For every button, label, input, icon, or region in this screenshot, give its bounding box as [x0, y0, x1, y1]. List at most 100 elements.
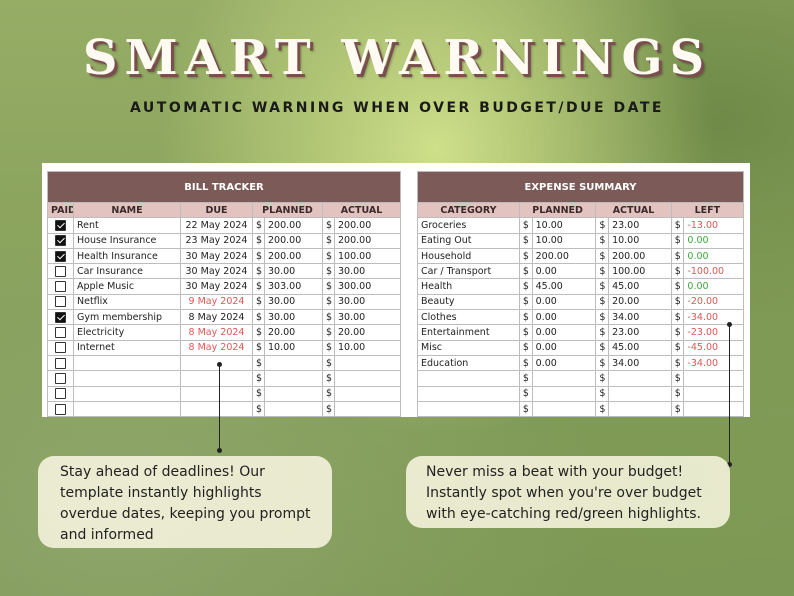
planned-cell[interactable]: 0.00 [531, 293, 597, 311]
planned-cell[interactable]: 30.00 [264, 263, 323, 280]
bill-name-cell[interactable] [73, 400, 181, 418]
actual-cell[interactable]: 100.00 [608, 263, 672, 280]
paid-checkbox[interactable] [55, 388, 66, 400]
paid-checkbox[interactable] [55, 357, 66, 369]
actual-cell[interactable] [333, 400, 402, 418]
actual-cell[interactable]: 20.00 [333, 324, 402, 341]
paid-cell[interactable] [47, 385, 74, 402]
bill-name-cell[interactable] [73, 385, 181, 402]
actual-cell[interactable] [333, 354, 402, 372]
planned-cell[interactable] [531, 385, 597, 402]
category-cell[interactable] [417, 385, 520, 402]
actual-cell[interactable]: 300.00 [333, 278, 402, 295]
actual-cell[interactable] [608, 385, 672, 402]
planned-cell[interactable]: 30.00 [264, 293, 323, 311]
actual-cell[interactable] [608, 370, 672, 387]
paid-checkbox[interactable] [55, 327, 66, 339]
due-date-cell[interactable] [180, 370, 253, 387]
category-cell[interactable]: Groceries [417, 217, 520, 234]
actual-cell[interactable]: 20.00 [608, 293, 672, 311]
bill-name-cell[interactable]: Internet [73, 339, 181, 356]
paid-checkbox[interactable] [55, 265, 66, 277]
planned-cell[interactable]: 0.00 [531, 263, 597, 280]
paid-cell[interactable] [47, 217, 74, 234]
paid-cell[interactable] [47, 370, 74, 387]
actual-cell[interactable]: 45.00 [608, 339, 672, 356]
planned-cell[interactable]: 0.00 [531, 354, 597, 372]
bill-name-cell[interactable]: Car Insurance [73, 263, 181, 280]
paid-cell[interactable] [47, 309, 74, 326]
actual-cell[interactable]: 200.00 [608, 247, 672, 265]
due-date-cell[interactable] [180, 385, 253, 402]
paid-checkbox[interactable] [55, 403, 66, 415]
actual-cell[interactable]: 30.00 [333, 293, 402, 311]
paid-checkbox[interactable] [55, 311, 66, 323]
bill-name-cell[interactable]: House Insurance [73, 232, 181, 249]
actual-cell[interactable] [333, 370, 402, 387]
paid-checkbox[interactable] [55, 372, 66, 384]
bill-name-cell[interactable] [73, 370, 181, 387]
paid-checkbox[interactable] [55, 219, 66, 231]
paid-checkbox[interactable] [55, 235, 66, 247]
actual-cell[interactable]: 45.00 [608, 278, 672, 295]
category-cell[interactable]: Car / Transport [417, 263, 520, 280]
planned-cell[interactable]: 10.00 [264, 339, 323, 356]
paid-checkbox[interactable] [55, 296, 66, 308]
planned-cell[interactable]: 0.00 [531, 324, 597, 341]
due-date-cell[interactable] [180, 400, 253, 418]
paid-cell[interactable] [47, 324, 74, 341]
actual-cell[interactable]: 23.00 [608, 324, 672, 341]
paid-checkbox[interactable] [55, 281, 66, 293]
category-cell[interactable]: Entertainment [417, 324, 520, 341]
planned-cell[interactable]: 0.00 [531, 309, 597, 326]
bill-name-cell[interactable]: Gym membership [73, 309, 181, 326]
paid-checkbox[interactable] [55, 342, 66, 354]
actual-cell[interactable]: 100.00 [333, 247, 402, 265]
paid-cell[interactable] [47, 232, 74, 249]
bill-name-cell[interactable]: Electricity [73, 324, 181, 341]
planned-cell[interactable] [264, 354, 323, 372]
paid-checkbox[interactable] [55, 250, 66, 262]
planned-cell[interactable] [264, 370, 323, 387]
due-date-cell[interactable]: 30 May 2024 [180, 278, 253, 295]
actual-cell[interactable]: 10.00 [608, 232, 672, 249]
category-cell[interactable]: Education [417, 354, 520, 372]
planned-cell[interactable]: 10.00 [531, 217, 597, 234]
paid-cell[interactable] [47, 339, 74, 356]
due-date-cell[interactable]: 8 May 2024 [180, 309, 253, 326]
actual-cell[interactable]: 34.00 [608, 309, 672, 326]
actual-cell[interactable] [333, 385, 402, 402]
planned-cell[interactable] [531, 370, 597, 387]
actual-cell[interactable]: 34.00 [608, 354, 672, 372]
category-cell[interactable]: Health [417, 278, 520, 295]
planned-cell[interactable] [531, 400, 597, 418]
actual-cell[interactable]: 23.00 [608, 217, 672, 234]
paid-cell[interactable] [47, 278, 74, 295]
bill-name-cell[interactable]: Apple Music [73, 278, 181, 295]
category-cell[interactable] [417, 370, 520, 387]
planned-cell[interactable]: 200.00 [264, 217, 323, 234]
category-cell[interactable]: Eating Out [417, 232, 520, 249]
due-date-cell[interactable]: 22 May 2024 [180, 217, 253, 234]
paid-cell[interactable] [47, 293, 74, 311]
paid-cell[interactable] [47, 400, 74, 418]
category-cell[interactable]: Clothes [417, 309, 520, 326]
actual-cell[interactable]: 10.00 [333, 339, 402, 356]
planned-cell[interactable]: 200.00 [531, 247, 597, 265]
due-date-cell[interactable]: 30 May 2024 [180, 263, 253, 280]
due-date-cell[interactable]: 30 May 2024 [180, 247, 253, 265]
planned-cell[interactable]: 45.00 [531, 278, 597, 295]
bill-name-cell[interactable]: Health Insurance [73, 247, 181, 265]
paid-cell[interactable] [47, 354, 74, 372]
category-cell[interactable]: Misc [417, 339, 520, 356]
planned-cell[interactable]: 30.00 [264, 309, 323, 326]
planned-cell[interactable]: 0.00 [531, 339, 597, 356]
category-cell[interactable]: Beauty [417, 293, 520, 311]
bill-name-cell[interactable] [73, 354, 181, 372]
due-date-cell[interactable]: 8 May 2024 [180, 339, 253, 356]
actual-cell[interactable] [608, 400, 672, 418]
actual-cell[interactable]: 200.00 [333, 217, 402, 234]
paid-cell[interactable] [47, 247, 74, 265]
bill-name-cell[interactable]: Netflix [73, 293, 181, 311]
due-date-cell[interactable]: 23 May 2024 [180, 232, 253, 249]
